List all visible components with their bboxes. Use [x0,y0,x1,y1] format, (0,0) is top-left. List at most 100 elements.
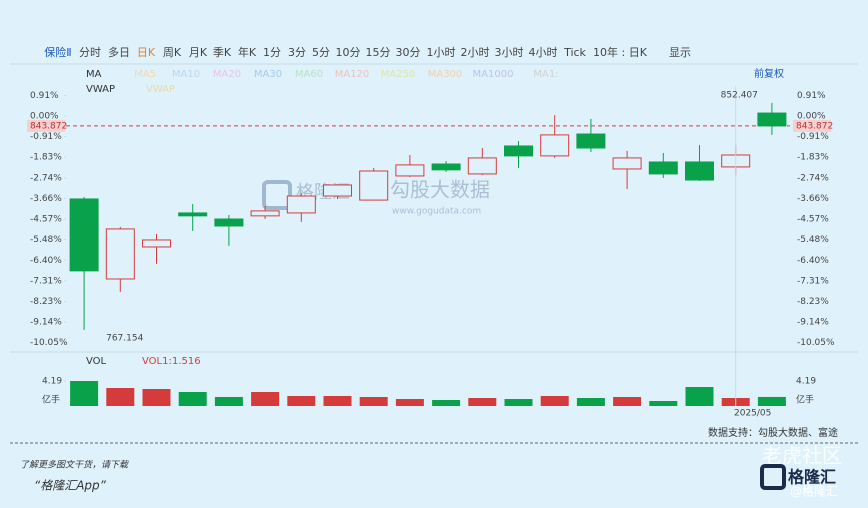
toolbar-item[interactable]: 多日 [108,45,130,59]
y-tick-label: -5.48% [30,235,62,245]
price-tag [793,119,831,132]
ma-item: MA300 [428,69,463,80]
toolbar-item[interactable]: 1分 [263,46,281,59]
ma-item: MA1000 [473,69,514,80]
volume-bar [432,399,461,406]
toolbar-item[interactable]: 2小时 [461,46,490,59]
toolbar-item[interactable]: 15分 [366,46,391,59]
toolbar-item[interactable]: 1小时 [427,46,456,59]
y-tick-label: -3.66% [30,194,62,204]
y-tick-label: -5.48% [797,235,829,245]
vol-unit: 亿手 [796,394,814,406]
price-tag-label: 843.872 [30,121,67,131]
volume-bar [287,395,316,406]
candle-body [612,157,642,170]
y-tick-label: -3.66% [797,194,829,204]
vol-label: VOL [86,356,107,367]
volume-bar [142,388,171,406]
y-tick-label: 0.91% [797,91,826,101]
volume-bar [395,399,424,406]
y-tick-label: 4.19 [42,377,62,387]
ma-item: MA20 [213,69,241,80]
low-label: 767.154 [106,333,143,343]
toolbar-item[interactable]: 显示 [669,46,691,59]
y-tick-label: 0.00% [797,111,826,121]
toolbar-item[interactable]: 季K [213,46,232,59]
candle-body [178,212,208,217]
toolbar-item[interactable]: 10分 [336,46,361,59]
volume-bar [70,381,99,406]
toolbar-item[interactable]: 周K [163,46,182,59]
y-tick-label: 0.91% [30,91,59,101]
y-tick-label: -6.40% [797,256,829,266]
toolbar-item[interactable]: 30分 [396,46,421,59]
y-tick-label: 4.19 [796,377,816,387]
ma-item: MA30 [254,69,282,80]
ma-item: MA10 [172,69,200,80]
volume-bar [576,398,605,406]
candle-body [467,157,497,175]
y-tick-label: -2.74% [30,173,62,183]
watermark: 勾股大数据 [390,178,490,202]
candle-body [648,161,678,175]
ma-item: MA250 [381,69,416,80]
y-tick-label: -1.83% [30,153,62,163]
candle-body [142,239,171,248]
candle-body [504,145,533,157]
y-tick-label: -7.31% [30,276,62,286]
adjust-button[interactable]: 前复权 [754,67,784,80]
volume-bar [251,391,280,406]
vol-value: 1.516 [172,356,201,367]
candle-body [395,164,425,177]
ma-item: MA1: [533,69,558,80]
promo: 了解更多图文干货，请下载 [20,460,129,471]
volume-bar [359,396,388,406]
volume-bar [540,395,569,406]
toolbar-item[interactable]: 4小时 [529,46,558,59]
toolbar-item[interactable]: 保险Ⅱ [44,45,71,59]
toolbar-item[interactable]: 3分 [288,46,306,59]
toolbar-item[interactable]: 3小时 [495,46,524,59]
handle: @格隆汇 [790,484,838,499]
price-tag-label: 843.872 [796,121,833,131]
y-tick-label: -9.14% [797,318,829,328]
y-tick-label: -8.23% [797,297,829,307]
y-tick-label: -8.23% [30,297,62,307]
toolbar-item[interactable]: 日K [137,46,156,59]
x-tick-label: 2025/05 [734,409,771,419]
toolbar-item[interactable]: 10年 : 日K [593,45,648,59]
candle-body [576,133,606,149]
toolbar-item[interactable]: 年K [238,45,257,59]
candle-body [323,184,352,197]
y-tick-label: -4.57% [797,215,829,225]
candle-body [250,210,280,217]
watermark: 老虎社区 [762,444,842,468]
watermark: www.gogudata.com [392,207,481,217]
y-tick-label: -10.05% [797,338,835,348]
app: “格隆汇App” [34,479,107,493]
volume-bar [613,396,642,406]
toolbar-item[interactable]: 月K [189,46,208,59]
ma-item: MA60 [295,69,323,80]
y-tick-label: -1.83% [797,153,829,163]
candle-body [431,163,461,171]
ma-label: MA [86,69,102,80]
toolbar-item[interactable]: Tick [563,46,586,59]
toolbar-item[interactable]: 5分 [312,46,330,59]
ma-item: MA5 [134,69,156,80]
volume-bar [323,395,352,406]
volume-bar [468,398,497,406]
volume-bar [214,396,243,406]
y-tick-label: -0.91% [30,132,62,142]
vwap-label: VWAP [86,84,115,95]
candle-body [69,198,99,272]
logo [760,464,786,490]
source: 数据支持：勾股大数据、富途 [708,426,838,439]
candle-body [214,218,244,227]
candle-body [685,161,714,181]
high-label: 852.407 [721,90,758,100]
toolbar-item[interactable]: 分时 [79,46,101,59]
watermark-logo [262,180,292,210]
